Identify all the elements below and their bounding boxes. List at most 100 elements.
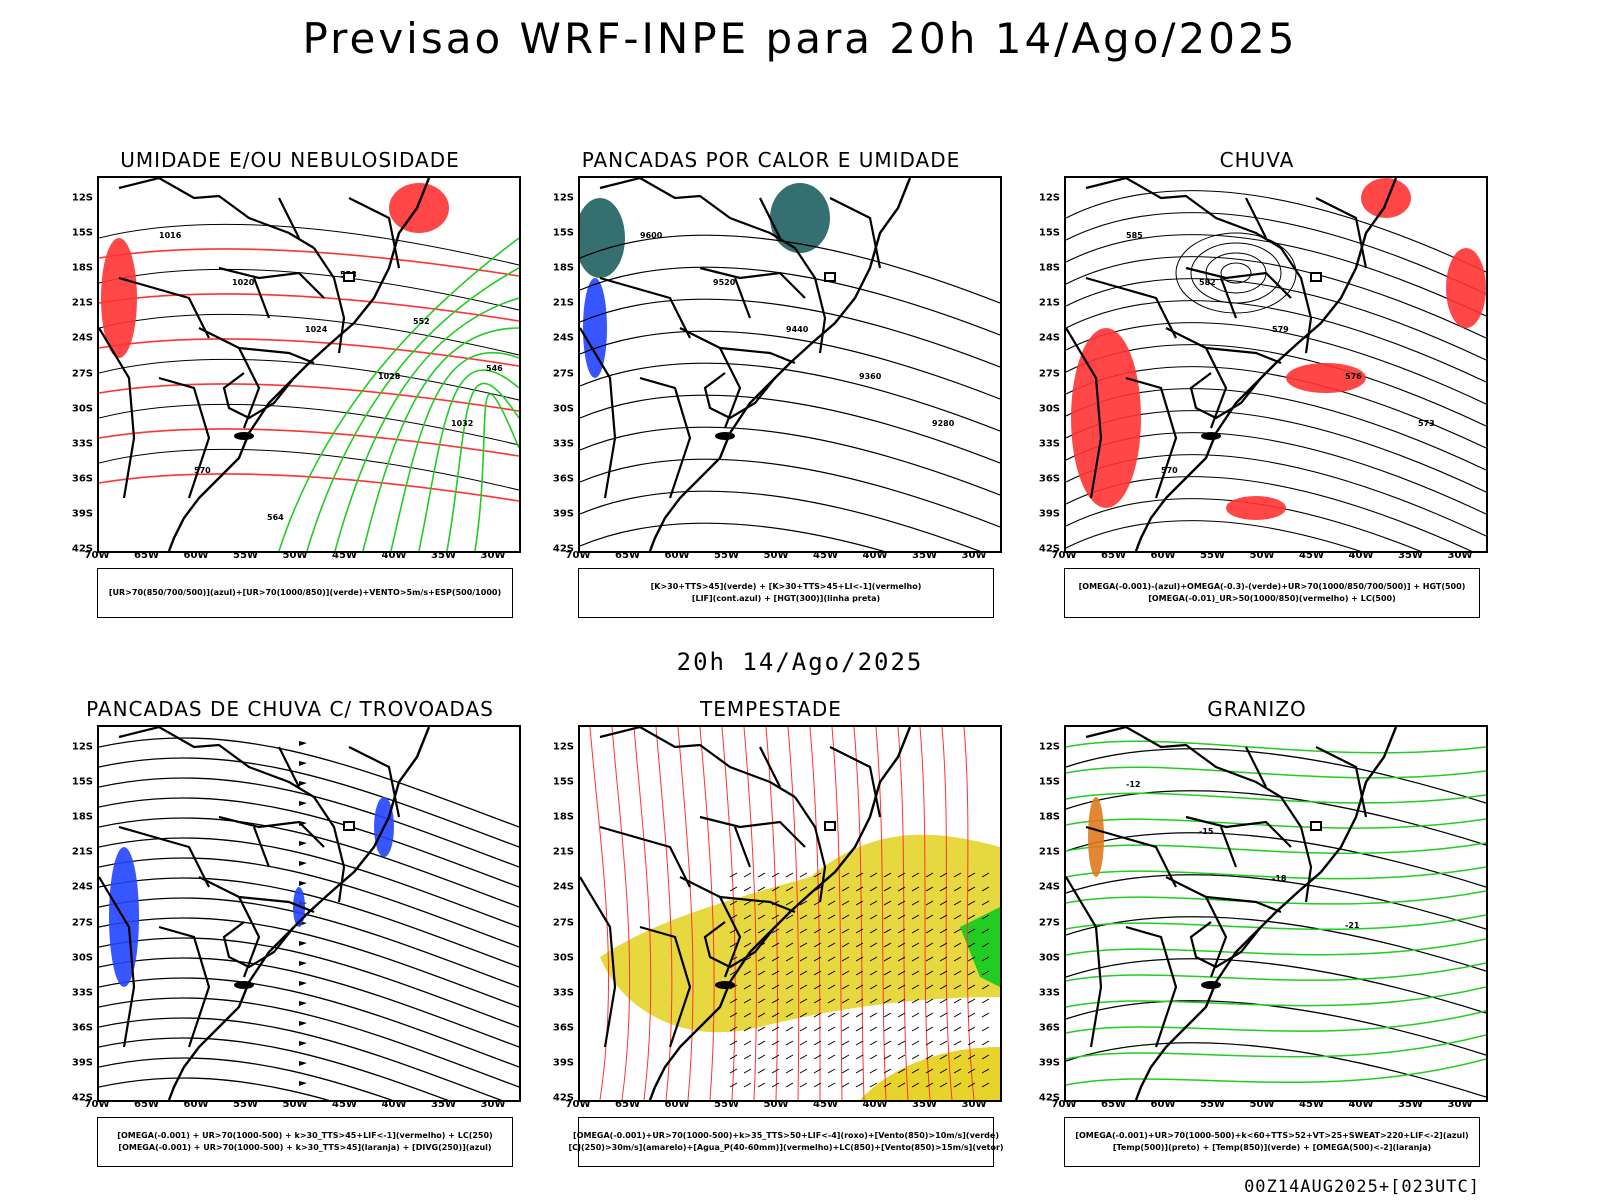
wind-vector [729,872,738,878]
wind-vector [939,998,948,1004]
contour-label: 9440 [786,325,809,334]
map-umidade[interactable]: 10161020102410281032570564558552546 [97,176,521,553]
lon-tick-label: 60W [183,550,209,561]
lat-tick-label: 36S [1038,473,1060,485]
federal-district [1310,821,1322,831]
map-pancadas-calor[interactable]: 9600 9520 9440 9360 9280 [578,176,1002,553]
map-chuva[interactable]: 585 582 579 576 573 570 [1064,176,1488,553]
map-tempestade[interactable] [578,725,1002,1102]
lat-tick-label: 30S [552,952,574,964]
lat-tick-label: 39S [552,508,574,520]
wind-vector [939,1040,948,1046]
fields-layer: -12 -15 -18 -21 [1066,740,1486,1098]
country-border [99,876,136,1048]
rain-area [1361,178,1411,218]
map-pancadas-trovoadas[interactable] [97,725,521,1102]
wind850-area [960,907,1000,987]
wind-vector [771,1026,780,1032]
low-center-contour [1175,232,1297,314]
country-border [1066,327,1103,499]
lat-tick-label: 39S [1038,1057,1060,1069]
wind-vector [799,1068,808,1074]
wind-vector [799,942,808,948]
wind-vector [799,1082,808,1088]
wind-vector [939,1012,948,1018]
contour-label: 582 [1199,278,1216,287]
country-border [1245,746,1267,788]
wind-vector [771,956,780,962]
wind-vector [883,1068,892,1074]
wind-vector [729,1082,738,1088]
wind-vector [771,872,780,878]
wind-vector [925,998,934,1004]
lat-tick-label: 27S [1038,917,1060,928]
lon-tick-label: 45W [813,1099,838,1110]
streamline [99,797,519,888]
main-title: Previsao WRF-INPE para 20h 14/Ago/2025 [302,14,1298,63]
wind-vector [743,1040,752,1046]
temp850-contour [1066,1058,1486,1086]
coastline [167,727,431,1100]
lat-tick-label: 15S [552,227,574,239]
wind-vector [897,1026,906,1032]
wind-vector [799,886,808,892]
wind-vector [743,1068,752,1074]
wind-vector [813,914,822,920]
federal-district [824,272,836,282]
wind-vector [785,872,794,878]
wind-vector [771,928,780,934]
lat-tick-label: 39S [71,508,93,520]
humidity-contour [390,351,519,551]
streamline [699,727,715,1100]
contour-label: 570 [194,466,211,475]
streamline [99,1077,330,1100]
latitude-axis: 12S 15S 18S 21S 24S 27S 30S 33S 36S 39S 42S [536,176,576,555]
wind-vector [841,942,850,948]
contour-label: -12 [1126,780,1140,789]
wind-vector [757,1040,766,1046]
thickness-contour [99,383,519,412]
wind-vector [911,998,920,1004]
wind-vector [981,1082,990,1088]
lon-tick-label: 65W [615,550,640,561]
lat-tick-label: 12S [552,192,574,204]
legend-line-1: [OMEGA(-0.001) + UR>70(1000-500) + k>30_… [117,1131,493,1140]
wind-vector [785,1068,794,1074]
country-border [1219,277,1238,319]
streamline-arrow [299,941,307,946]
humidity-patch [389,183,449,233]
contour-label: 564 [267,513,284,522]
wind-vector [855,984,864,990]
streamline [99,1017,503,1100]
wind-vector [757,1054,766,1060]
wind-vector [925,984,934,990]
thickness-contour [99,293,519,322]
lat-tick-label: 15S [71,227,93,239]
wind-vector [813,928,822,934]
lagoon [715,432,735,440]
streamline [655,727,673,1100]
wind-vector [799,900,808,906]
wind-vector [883,928,892,934]
wind-vector [939,1082,948,1088]
lat-tick-label: 36S [1038,1022,1060,1034]
country-border [198,876,261,978]
wind-vector [925,900,934,906]
wind-vector [883,1012,892,1018]
wind-vector [785,984,794,990]
wind-vector [883,942,892,948]
streamline-arrow [299,761,307,766]
wind-vector [855,928,864,934]
temp850-contour [1066,842,1486,855]
country-border [348,746,401,818]
map-granizo[interactable]: -12 -15 -18 -21 [1064,725,1488,1102]
panel-title: PANCADAS POR CALOR E UMIDADE [581,148,961,172]
lon-tick-label: 35W [431,1099,456,1110]
humidity-contour [306,267,519,551]
wind-vector [771,1068,780,1074]
country-border [719,895,796,914]
longitude-axis: 70W 65W 60W 55W 50W 45W 40W 35W 30W [566,550,998,564]
wind-vector [799,872,808,878]
country-border [1189,372,1262,420]
wind-vector [939,984,948,990]
